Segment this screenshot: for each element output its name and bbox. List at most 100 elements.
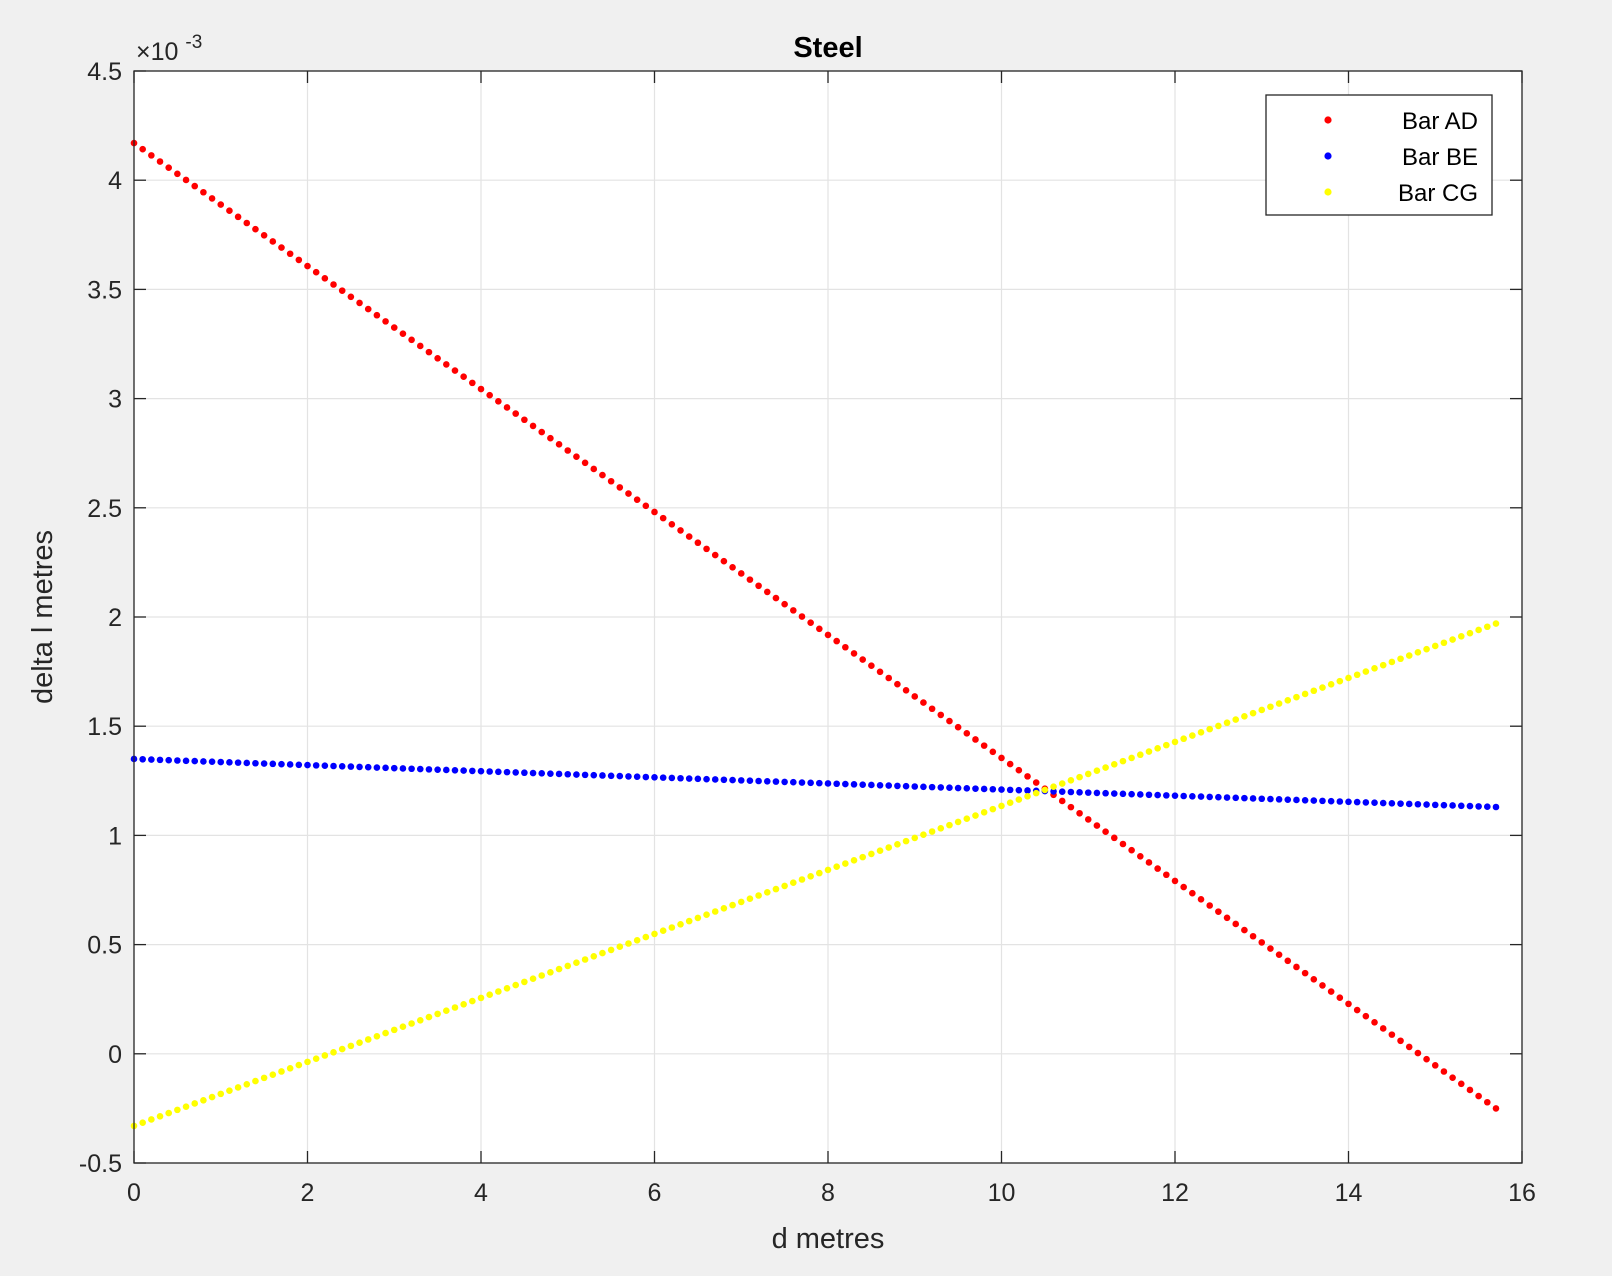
data-point-bar-cg [234,1084,242,1091]
y-axis-label: delta l metres [27,530,59,704]
data-point-bar-ad [1310,975,1318,983]
legend-box [1265,94,1493,216]
data-point-bar-cg [347,1042,355,1050]
data-point-bar-cg [226,1087,233,1094]
data-point-bar-cg [1249,709,1257,717]
data-point-bar-ad [1492,1105,1500,1112]
data-point-bar-ad [252,225,259,233]
data-point-bar-cg [694,914,702,922]
data-point-bar-be [998,786,1005,793]
data-point-bar-ad [486,391,493,399]
data-point-bar-be [642,773,650,781]
data-point-bar-be [1102,789,1109,797]
data-point-bar-ad [581,459,589,467]
data-point-bar-cg [469,997,476,1005]
data-point-bar-ad [1137,853,1144,860]
data-point-bar-be [1267,795,1274,803]
data-point-bar-be [1093,789,1101,797]
data-point-bar-cg [1032,789,1040,797]
data-point-bar-be [1232,794,1240,802]
data-point-bar-ad [1293,963,1300,971]
data-point-bar-be [390,764,398,772]
data-point-bar-cg [1137,751,1144,759]
data-point-bar-be [408,765,415,773]
data-point-bar-ad [226,207,233,215]
data-point-bar-be [816,779,823,787]
data-point-bar-be [1457,802,1465,810]
data-point-bar-cg [1232,716,1240,723]
data-point-bar-cg [1457,633,1465,640]
data-point-bar-cg [798,876,806,883]
data-point-bar-cg [1405,652,1413,659]
data-point-bar-cg [928,828,936,835]
data-point-bar-cg [434,1010,441,1018]
data-point-bar-cg [1258,706,1266,714]
data-point-bar-cg [703,911,710,919]
data-point-bar-ad [469,379,476,387]
data-point-bar-be [347,763,355,770]
data-point-bar-ad [139,145,146,153]
data-point-bar-ad [798,613,806,620]
data-point-bar-cg [1006,799,1014,807]
data-point-bar-be [573,771,580,778]
data-point-bar-cg [373,1032,381,1040]
data-point-bar-be [1475,803,1482,810]
data-point-bar-be [330,762,337,770]
data-point-bar-cg [755,892,762,899]
data-point-bar-be [555,770,563,778]
data-point-bar-be [200,758,207,765]
data-point-bar-cg [1223,719,1231,727]
data-point-bar-be [790,778,797,786]
data-point-bar-cg [503,984,511,992]
data-point-bar-be [1076,789,1083,796]
legend-label-bar-be: Bar BE [1402,144,1478,171]
data-point-bar-be [868,781,875,789]
data-point-bar-ad [1180,883,1187,891]
data-point-bar-cg [1267,703,1274,711]
data-point-bar-ad [356,299,363,307]
data-point-bar-cg [564,962,572,970]
data-point-bar-be [763,778,771,785]
data-point-bar-be [633,773,641,781]
y-tick-label: 3.5 [87,276,122,304]
data-point-bar-be [729,776,736,784]
data-point-bar-ad [816,625,823,633]
legend-label-bar-cg: Bar CG [1398,180,1478,207]
data-point-bar-ad [1484,1098,1491,1106]
data-point-bar-cg [1345,674,1352,682]
data-point-bar-ad [859,656,866,663]
data-point-bar-ad [1128,846,1135,854]
data-point-bar-ad [651,508,658,516]
data-point-bar-be [703,775,710,783]
data-point-bar-ad [234,213,242,221]
data-point-bar-ad [529,422,537,430]
data-point-bar-cg [842,860,849,867]
data-point-bar-be [885,782,893,789]
data-point-bar-ad [980,742,988,749]
data-point-bar-cg [1379,661,1387,669]
y-axis-multiplier-exponent: -3 [185,32,202,53]
data-point-bar-be [807,779,814,787]
data-point-bar-cg [1440,639,1448,647]
data-point-bar-ad [685,533,693,540]
legend: Bar AD Bar BE Bar CG [1265,94,1493,216]
data-point-bar-be [1397,800,1404,807]
data-point-bar-cg [460,1000,467,1008]
data-point-bar-ad [555,441,563,448]
data-point-bar-be [746,777,754,784]
data-point-bar-cg [217,1090,225,1098]
data-point-bar-ad [1067,803,1075,811]
data-point-bar-cg [902,837,910,845]
data-point-bar-be [304,761,311,769]
data-point-bar-be [937,784,945,791]
data-point-bar-ad [911,693,919,700]
data-point-bar-be [547,770,554,777]
data-point-bar-cg [859,853,866,861]
data-point-bar-cg [651,930,658,938]
data-point-bar-ad [729,564,736,571]
data-point-bar-ad [599,471,606,479]
x-axis-label: d metres [772,1223,885,1255]
data-point-bar-cg [191,1100,199,1107]
data-point-bar-ad [182,176,190,184]
